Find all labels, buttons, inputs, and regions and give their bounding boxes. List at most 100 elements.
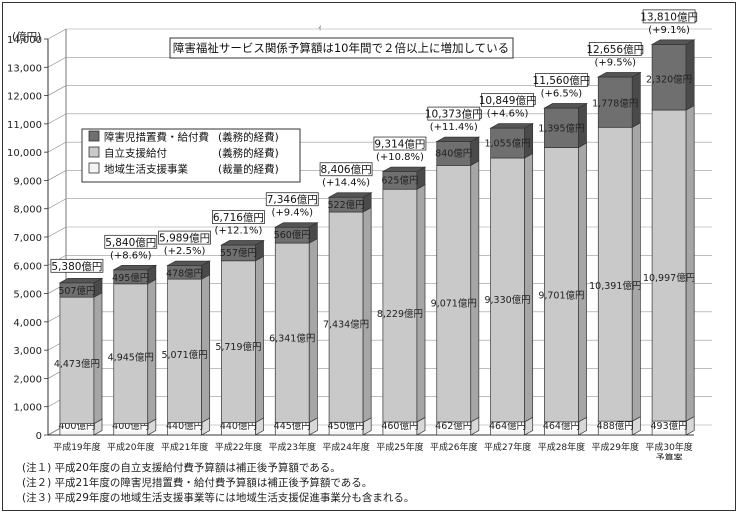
- x-tick-label: 平成19年度: [53, 441, 100, 453]
- total-label-box: [212, 210, 265, 224]
- bar-segment: [597, 126, 633, 422]
- total-value-label: 7,346億円: [267, 193, 318, 206]
- legend-swatch: [88, 130, 100, 142]
- gridline-slant: [47, 226, 67, 238]
- total-label-box: [481, 93, 534, 108]
- total-label: 7,346億円 (+9.4%): [265, 192, 319, 219]
- total-value-label: 8,406億円: [321, 163, 372, 176]
- y-tick-label: 5,000: [13, 290, 42, 301]
- bar-side: [147, 278, 157, 425]
- bars: 400億円4,473億円507億円5,380億円400億円4,945億円495億…: [50, 9, 698, 436]
- y-tick-label: 11,000: [7, 120, 42, 131]
- x-tick-label: 平成28年度: [538, 441, 585, 453]
- bar-segment: [544, 107, 579, 148]
- bar-stack: 493億円 10,997億円 2,320億円: [643, 39, 696, 436]
- bar-top: [273, 222, 319, 228]
- total-value-label: 10,373億円: [425, 108, 483, 121]
- bar-top: [650, 39, 696, 45]
- total-label: 6,716億円 (+12.1%): [212, 210, 265, 237]
- y-tick-label: 8,000: [13, 205, 42, 216]
- legend-swatch: [88, 162, 100, 174]
- segment-value-label: 560億円: [274, 229, 311, 241]
- x-tick-label: 平成21年度: [161, 441, 208, 453]
- segment-value-label: 493億円: [651, 420, 688, 432]
- segment-value-label: 9,071億円: [431, 297, 477, 309]
- growth-rate-label: (+11.4%): [430, 122, 478, 133]
- total-label: 5,989億円(+2.5%): [158, 230, 211, 257]
- bar-top: [220, 240, 265, 246]
- stacked-bar-chart: (億円) ｨ 0 1,000 2,000 3,000 4,000 5,000 6,000 7,…: [7, 9, 712, 460]
- bar-segment: [113, 283, 149, 425]
- bar-stack: 440億円 5,719億円 557億円: [215, 239, 265, 436]
- total-label: 9,314億円(+10.8%): [373, 136, 427, 163]
- total-label-box: [158, 230, 211, 245]
- chart-title: 障害福祉サービス関係予算額は10年間で２倍以上に増加している: [173, 41, 509, 55]
- growth-rate-label: (+10.8%): [376, 152, 424, 163]
- segment-value-label: 1,055億円: [484, 138, 530, 150]
- footnote-1: (注１) 平成20年度の自立支援給付費予算額は補正後予算額である。: [22, 462, 341, 474]
- gridline-slant: [47, 28, 67, 40]
- bar-side: [470, 160, 480, 423]
- total-label: 8,406億円 (+14.4%): [319, 162, 373, 189]
- total-value-label: 9,314億円: [374, 138, 425, 151]
- gridline-slant: [47, 85, 67, 96]
- total-label: 5,840億円(+8.6%): [104, 234, 158, 261]
- footnotes: (注１) 平成20年度の自立支援給付費予算額は補正後予算額である。 (注２) 平…: [22, 461, 414, 506]
- total-value-label: 5,840億円: [105, 236, 156, 249]
- segment-value-label: 507億円: [58, 285, 95, 297]
- bar-segment: [490, 157, 525, 423]
- total-label-box: [588, 42, 642, 56]
- bar-stack: 488億円 10,391億円 1,778億円: [589, 71, 642, 436]
- y-tick-label: 7,000: [13, 233, 42, 244]
- segment-value-label: 1,778億円: [592, 98, 638, 110]
- total-label-box: [104, 234, 158, 249]
- gridline-slant: [47, 57, 67, 68]
- growth-rate-label: (+12.1%): [214, 226, 262, 237]
- segment-label-bg: [384, 420, 416, 431]
- legend-series-name: 障害児措置費・給付費: [104, 131, 209, 144]
- total-label-box: [535, 73, 588, 87]
- total-label-box: [319, 162, 373, 177]
- segment-label-bg: [330, 420, 362, 431]
- x-tick-label: 平成27年度: [484, 441, 531, 453]
- segment-label-bg: [438, 420, 470, 431]
- segment-value-label: 9,701億円: [538, 289, 584, 301]
- segment-value-label: 464億円: [543, 420, 580, 432]
- segment-label-bg: [115, 420, 147, 431]
- stray-mark: ｨ: [318, 23, 322, 32]
- gridline-slant: [47, 170, 67, 181]
- total-value-label: 6,716億円: [213, 211, 264, 224]
- y-tick-label: 14,000: [7, 35, 42, 46]
- segment-value-label: 5,071億円: [161, 349, 207, 361]
- chart-title-box: 障害福祉サービス関係予算額は10年間で２倍以上に増加している: [169, 37, 514, 59]
- total-label: 10,849億円 (+4.6%): [479, 93, 536, 120]
- legend-series-note: (裁量的経費): [218, 163, 279, 176]
- total-label-box: [373, 136, 427, 151]
- bar-segment: [490, 127, 525, 159]
- bar-stack: 464億円 9,701億円 1,395億円: [538, 102, 588, 436]
- bar-side: [201, 274, 211, 424]
- segment-label-bg: [61, 420, 93, 431]
- total-label: 10,373億円(+11.4%): [425, 106, 483, 133]
- segment-value-label: 445億円: [274, 420, 311, 432]
- bar-top: [381, 166, 427, 172]
- segment-value-label: 557億円: [220, 247, 257, 259]
- x-tick-label: 平成20年度: [107, 441, 154, 453]
- bar-segment: [59, 296, 95, 425]
- bar-stack: 464億円 9,330億円 1,055億円: [484, 123, 535, 436]
- total-label: 12,656億円(+9.5%): [586, 42, 644, 68]
- segment-value-label: 7,434億円: [323, 319, 369, 331]
- x-tick-label: 平成29年度: [592, 441, 639, 453]
- x-tick-label: 平成26年度: [430, 441, 477, 453]
- total-value-label: 11,560億円: [533, 74, 591, 87]
- segment-label-bg: [545, 420, 577, 431]
- segment-value-label: 478億円: [166, 268, 203, 280]
- y-tick-label: 0: [36, 431, 42, 442]
- y-axis-unit-label: (億円): [12, 30, 41, 43]
- total-value-label: 12,656億円: [586, 43, 644, 56]
- y-axis-ticks: 0 1,000 2,000 3,000 4,000 5,000 6,000 7,000 8,00…: [7, 35, 694, 442]
- total-value-label: 13,810億円: [640, 10, 698, 23]
- segment-value-label: 9,330億円: [484, 294, 530, 306]
